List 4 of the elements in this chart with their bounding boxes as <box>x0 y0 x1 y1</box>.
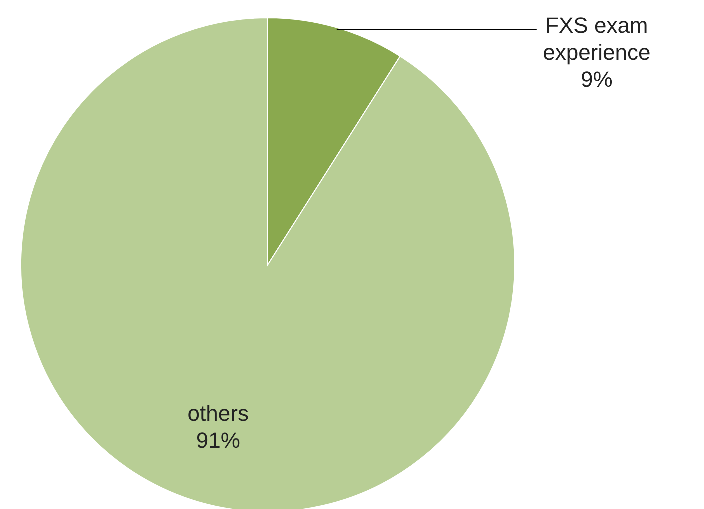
data-label: 91% <box>196 428 240 453</box>
data-label: 9% <box>581 66 613 92</box>
slice-label: others <box>188 400 249 426</box>
slice-label: FXS exam experience <box>543 12 651 65</box>
